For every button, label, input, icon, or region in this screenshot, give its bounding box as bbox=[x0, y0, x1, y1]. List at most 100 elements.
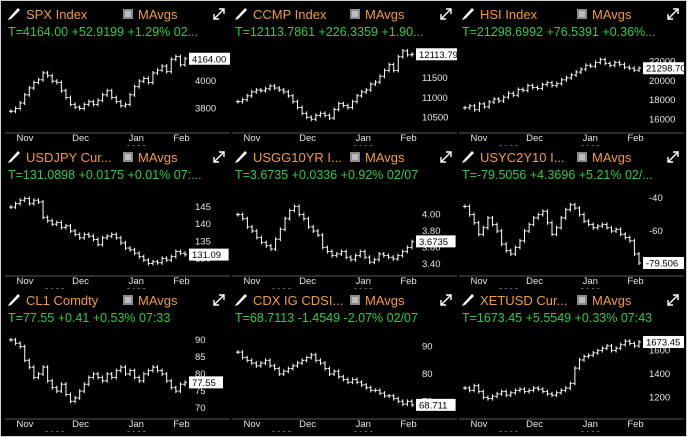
mavgs-label[interactable]: MAvgs bbox=[138, 150, 178, 165]
chart-panel[interactable]: USDJPY Cur... MAvgs T=131.0898 +0.0175 +0.… bbox=[5, 148, 230, 289]
series-bar bbox=[554, 225, 559, 237]
expand-arrows-icon[interactable] bbox=[667, 151, 679, 163]
series-bar bbox=[612, 60, 617, 68]
series-bar bbox=[18, 341, 23, 349]
series-bar bbox=[545, 209, 550, 225]
svg-text:77.55: 77.55 bbox=[192, 378, 216, 389]
series-bar bbox=[572, 366, 577, 386]
pencil-icon[interactable] bbox=[462, 151, 474, 163]
pencil-icon[interactable] bbox=[8, 294, 20, 306]
series-bar bbox=[516, 87, 521, 98]
x-tick-label: Dec bbox=[72, 133, 89, 144]
series-bar bbox=[327, 366, 332, 376]
mavgs-label[interactable]: MAvgs bbox=[592, 150, 632, 165]
mavgs-label[interactable]: MAvgs bbox=[138, 293, 178, 308]
series-bar bbox=[472, 212, 477, 225]
square-checkbox-icon[interactable] bbox=[577, 152, 587, 162]
series-bar bbox=[345, 103, 350, 110]
series-bar bbox=[277, 86, 282, 92]
expand-arrows-icon[interactable] bbox=[440, 151, 452, 163]
y-tick-label: 1200 bbox=[649, 392, 670, 403]
chart-panel[interactable]: CCMP Index MAvgs T=12113.7861 +226.3359 +1… bbox=[232, 5, 457, 146]
pencil-icon[interactable] bbox=[8, 151, 20, 163]
series-bar bbox=[527, 388, 532, 394]
series-bar bbox=[531, 386, 536, 393]
chart-svg: SPX Index MAvgs T=4164.00 +52.9199 +1.29% … bbox=[5, 7, 230, 146]
series-bar bbox=[281, 87, 286, 94]
series-bar bbox=[146, 258, 151, 266]
pencil-icon[interactable] bbox=[235, 8, 247, 20]
svg-text:68.711: 68.711 bbox=[419, 400, 447, 411]
stats-line: T=12113.7861 +226.3359 +1.90... bbox=[235, 25, 423, 39]
y-tick-label: 11500 bbox=[422, 73, 448, 84]
x-tick-label: Jan bbox=[129, 133, 144, 144]
series-bar bbox=[141, 372, 146, 383]
pencil-icon[interactable] bbox=[462, 8, 474, 20]
expand-arrows-icon[interactable] bbox=[667, 294, 679, 306]
series-bar bbox=[86, 232, 91, 239]
mavgs-label[interactable]: MAvgs bbox=[365, 7, 405, 22]
series-bar bbox=[300, 105, 305, 116]
series-bar bbox=[68, 223, 73, 233]
pencil-icon[interactable] bbox=[235, 294, 247, 306]
series-bar bbox=[13, 201, 18, 210]
series-bar bbox=[128, 368, 133, 376]
pencil-icon[interactable] bbox=[462, 294, 474, 306]
expand-arrows-icon[interactable] bbox=[213, 294, 225, 306]
series-bar bbox=[554, 390, 559, 398]
square-checkbox-icon[interactable] bbox=[577, 295, 587, 305]
y-tick-label: 90 bbox=[422, 342, 433, 353]
square-checkbox-icon[interactable] bbox=[577, 9, 587, 19]
chart-panel[interactable]: USYC2Y10 I... MAvgs T=-79.5056 +4.3696 +5.… bbox=[459, 148, 684, 289]
mavgs-label[interactable]: MAvgs bbox=[365, 293, 405, 308]
chart-panel[interactable]: CL1 Comdty MAvgs T=77.55 +0.41 +0.53% 07:3… bbox=[5, 291, 230, 432]
mavgs-label[interactable]: MAvgs bbox=[592, 293, 632, 308]
mavgs-label[interactable]: MAvgs bbox=[365, 150, 405, 165]
chart-panel[interactable]: CDX IG CDSI... MAvgs T=68.7113 -1.4549 -2.… bbox=[232, 291, 457, 432]
mavgs-label[interactable]: MAvgs bbox=[138, 7, 178, 22]
expand-arrows-icon[interactable] bbox=[213, 8, 225, 20]
chart-panel[interactable]: SPX Index MAvgs T=4164.00 +52.9199 +1.29% … bbox=[5, 5, 230, 146]
series-bar bbox=[150, 259, 155, 266]
series-bar bbox=[245, 216, 250, 229]
pencil-icon[interactable] bbox=[235, 151, 247, 163]
series-bar bbox=[517, 387, 522, 393]
square-checkbox-icon[interactable] bbox=[350, 9, 360, 19]
square-checkbox-icon[interactable] bbox=[350, 152, 360, 162]
series-bar bbox=[268, 84, 273, 91]
x-tick-label: Feb bbox=[173, 276, 189, 287]
series-bar bbox=[286, 366, 291, 374]
x-tick-label: Jan bbox=[129, 419, 144, 430]
square-checkbox-icon[interactable] bbox=[123, 295, 133, 305]
chart-panel[interactable]: USGG10YR I... MAvgs T=3.6735 +0.0336 +0.92… bbox=[232, 148, 457, 289]
series-bar bbox=[330, 249, 335, 258]
series-bar bbox=[50, 73, 55, 84]
series-bar bbox=[105, 88, 110, 97]
series-bar bbox=[311, 224, 316, 233]
chart-panel[interactable]: XETUSD Cur... MAvgs T=1673.45 +5.5549 +0.3… bbox=[459, 291, 684, 432]
pencil-icon[interactable] bbox=[8, 8, 20, 20]
series-bar bbox=[530, 83, 535, 90]
y-tick-label: 3.40 bbox=[422, 259, 441, 270]
series-bar bbox=[178, 54, 183, 67]
svg-text:21298.70: 21298.70 bbox=[646, 64, 684, 75]
mavgs-label[interactable]: MAvgs bbox=[592, 7, 632, 22]
series-bar bbox=[582, 354, 587, 362]
series-bar bbox=[336, 101, 341, 112]
expand-arrows-icon[interactable] bbox=[667, 8, 679, 20]
expand-arrows-icon[interactable] bbox=[440, 8, 452, 20]
square-checkbox-icon[interactable] bbox=[350, 295, 360, 305]
series-bar bbox=[128, 92, 133, 107]
expand-arrows-icon[interactable] bbox=[440, 294, 452, 306]
series-bar bbox=[463, 386, 467, 391]
square-checkbox-icon[interactable] bbox=[123, 152, 133, 162]
series-bar bbox=[281, 369, 286, 376]
series-bar bbox=[287, 208, 292, 221]
chart-panel[interactable]: HSI Index MAvgs T=21298.6992 +76.5391 +0.3… bbox=[459, 5, 684, 146]
expand-arrows-icon[interactable] bbox=[213, 151, 225, 163]
series-bar bbox=[569, 72, 574, 80]
stats-line: T=-79.5056 +4.3696 +5.21% 02/... bbox=[462, 168, 653, 182]
square-checkbox-icon[interactable] bbox=[123, 9, 133, 19]
series-bar bbox=[250, 224, 255, 233]
